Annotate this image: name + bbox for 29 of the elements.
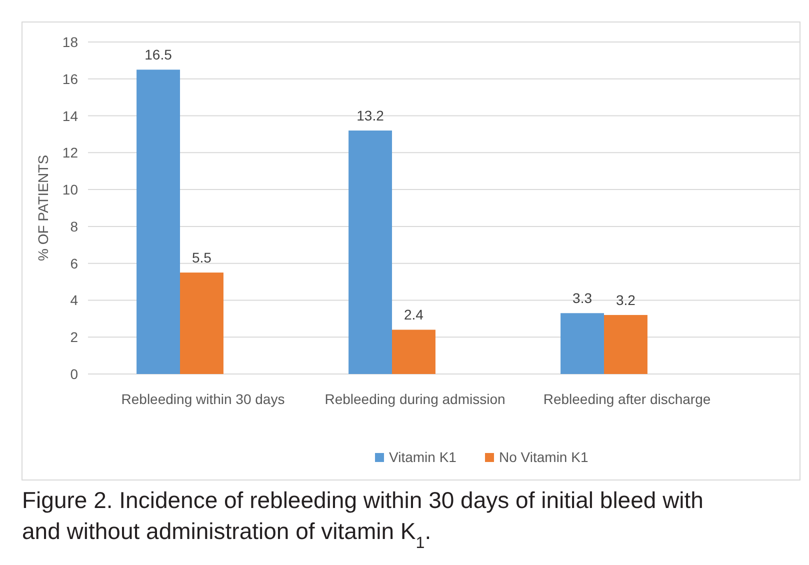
data-label: 13.2 bbox=[356, 108, 384, 124]
caption: Figure 2. Incidence of rebleeding within 30 days of initial bleed with and without administration of vitamin K$_{1}$. bbox=[22, 487, 704, 552]
y-tick-label: 10 bbox=[62, 182, 78, 198]
data-label: 3.3 bbox=[572, 290, 592, 306]
bar bbox=[560, 313, 604, 374]
data-label: 3.2 bbox=[616, 292, 636, 308]
data-label: 5.5 bbox=[192, 250, 212, 266]
y-tick-label: 18 bbox=[62, 34, 78, 50]
y-tick-label: 6 bbox=[70, 255, 78, 272]
bar bbox=[348, 130, 392, 374]
bar bbox=[180, 272, 224, 374]
bar bbox=[136, 70, 180, 374]
x-tick-label: Rebleeding after discharge bbox=[543, 391, 711, 407]
y-tick-label: 12 bbox=[62, 144, 78, 161]
y-tick-label: 2 bbox=[70, 329, 78, 346]
y-axis-title: % OF PATIENTS bbox=[35, 154, 51, 262]
data-label: 16.5 bbox=[144, 46, 172, 63]
x-tick-label: Rebleeding during admission bbox=[324, 391, 506, 407]
y-tick-label: 4 bbox=[70, 292, 78, 308]
x-tick-label: Rebleeding within 30 days bbox=[121, 391, 285, 407]
legend-label: No Vitamin K1 bbox=[499, 449, 588, 465]
y-tick-label: 16 bbox=[62, 70, 78, 87]
data-label: 2.4 bbox=[404, 306, 424, 323]
y-tick-label: 14 bbox=[62, 108, 78, 124]
bar bbox=[604, 314, 648, 374]
legend-label: Vitamin K1 bbox=[389, 449, 457, 465]
y-tick-label: 8 bbox=[70, 218, 78, 234]
y-tick-label: 0 bbox=[70, 366, 78, 382]
bar bbox=[392, 330, 436, 374]
